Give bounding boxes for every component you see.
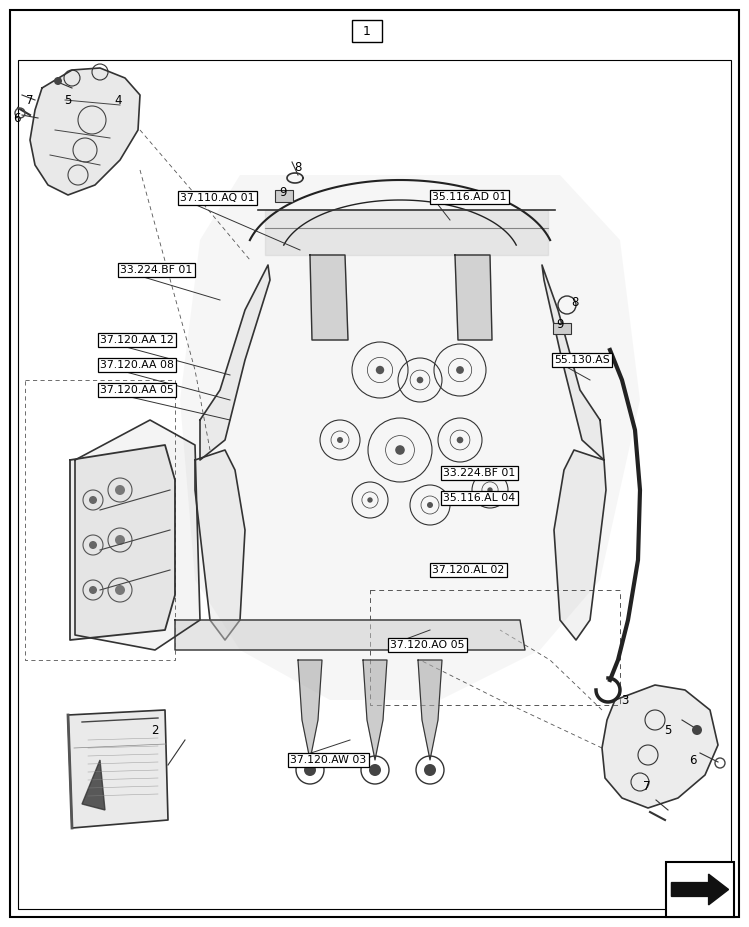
Text: 5: 5 [64,94,72,107]
Text: 35.116.AL 04: 35.116.AL 04 [443,493,515,503]
Polygon shape [554,450,606,640]
Circle shape [115,485,125,495]
Circle shape [488,488,493,492]
Circle shape [115,585,125,595]
Circle shape [304,764,316,776]
Text: 7: 7 [26,94,34,107]
Bar [275,190,293,202]
Polygon shape [298,660,322,760]
Circle shape [457,437,464,443]
Polygon shape [75,420,200,650]
Polygon shape [195,450,245,640]
Circle shape [424,764,436,776]
Polygon shape [455,255,492,340]
Bar [352,20,382,42]
Text: 37.120.AA 12: 37.120.AA 12 [100,335,174,345]
Text: 9: 9 [557,319,564,332]
Text: 7: 7 [643,781,651,794]
Polygon shape [175,620,525,650]
Circle shape [367,497,373,502]
Text: 37.120.AL 02: 37.120.AL 02 [432,565,504,575]
Text: 2: 2 [151,723,159,736]
Text: 5: 5 [664,723,672,736]
Text: 3: 3 [622,693,628,706]
Polygon shape [363,660,387,760]
Text: 37.120.AA 08: 37.120.AA 08 [100,360,174,370]
Circle shape [456,366,464,374]
Text: 33.224.BF 01: 33.224.BF 01 [443,468,515,478]
Circle shape [395,445,404,455]
Text: 9: 9 [279,185,287,198]
Circle shape [376,366,384,375]
Text: 35.116.AD 01: 35.116.AD 01 [432,192,506,202]
Text: 6: 6 [13,111,21,124]
Circle shape [89,496,97,504]
Circle shape [54,77,62,85]
Polygon shape [200,265,270,460]
Text: 55.130.AS: 55.130.AS [554,355,610,365]
Circle shape [89,541,97,549]
Polygon shape [30,68,140,195]
Text: 1: 1 [363,24,371,37]
Bar [553,323,571,334]
Circle shape [337,437,343,443]
Polygon shape [602,685,718,808]
Circle shape [369,764,381,776]
Text: 37.120.AW 03: 37.120.AW 03 [290,755,366,765]
Text: 37.120.AO 05: 37.120.AO 05 [390,640,464,650]
Polygon shape [70,445,175,640]
Polygon shape [68,710,168,828]
Text: 8: 8 [571,297,579,310]
Polygon shape [418,660,442,760]
Text: 6: 6 [689,754,697,767]
Bar [666,862,734,917]
Circle shape [89,586,97,594]
Text: 37.110.AQ 01: 37.110.AQ 01 [180,193,255,203]
Polygon shape [82,760,105,810]
Text: 8: 8 [294,160,302,173]
Polygon shape [180,175,640,700]
Polygon shape [671,874,729,905]
Text: 4: 4 [115,94,122,107]
Circle shape [416,376,423,383]
Text: 37.120.AA 05: 37.120.AA 05 [100,385,174,395]
Circle shape [692,725,702,735]
Text: 33.224.BF 01: 33.224.BF 01 [120,265,192,275]
Circle shape [115,535,125,545]
Circle shape [427,502,433,508]
Polygon shape [310,255,348,340]
Polygon shape [542,265,604,460]
